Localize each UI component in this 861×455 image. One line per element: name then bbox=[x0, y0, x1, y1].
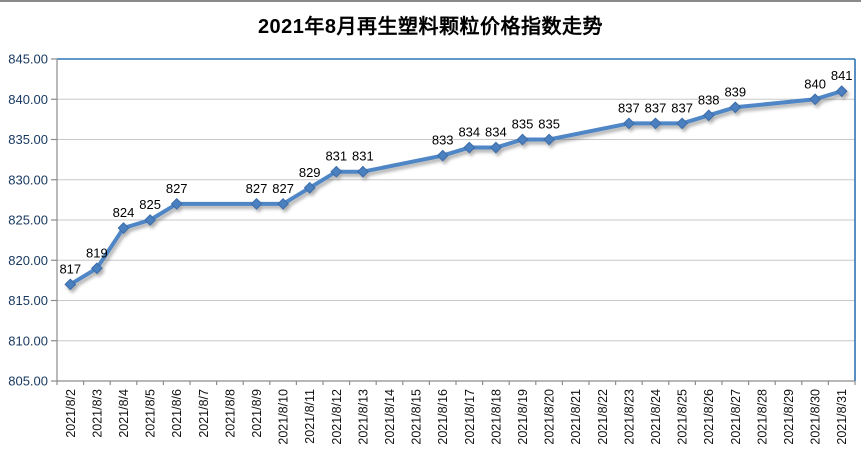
data-point-marker bbox=[809, 93, 822, 106]
x-axis-tick-label: 2021/8/20 bbox=[543, 389, 557, 445]
data-point-label: 837 bbox=[645, 100, 667, 115]
data-point-label: 824 bbox=[113, 205, 135, 220]
x-axis-tick-label: 2021/8/5 bbox=[144, 389, 158, 438]
data-point-marker bbox=[303, 181, 316, 194]
data-point-marker bbox=[277, 197, 290, 210]
data-point-label: 827 bbox=[166, 181, 188, 196]
data-point-label: 837 bbox=[671, 100, 693, 115]
data-point-marker bbox=[117, 222, 130, 234]
data-point-marker bbox=[622, 117, 635, 130]
x-axis-tick-label: 2021/8/13 bbox=[356, 389, 370, 445]
data-point-marker bbox=[543, 133, 556, 146]
y-axis-tick-label: 825.00 bbox=[8, 213, 48, 228]
x-axis-tick-label: 2021/8/9 bbox=[250, 389, 264, 438]
x-axis-tick-label: 2021/8/12 bbox=[330, 389, 344, 445]
x-axis-tick-label: 2021/8/24 bbox=[649, 389, 663, 445]
data-point-marker bbox=[516, 133, 529, 146]
x-axis-tick-label: 2021/8/27 bbox=[729, 389, 743, 445]
data-point-marker bbox=[702, 109, 715, 122]
x-axis-tick-label: 2021/8/8 bbox=[223, 389, 237, 438]
data-point-label: 838 bbox=[698, 92, 720, 107]
y-axis-tick-label: 840.00 bbox=[8, 92, 48, 107]
x-axis-tick-label: 2021/8/11 bbox=[303, 389, 317, 444]
data-point-marker bbox=[463, 141, 476, 154]
data-point-label: 839 bbox=[724, 84, 746, 99]
data-point-marker bbox=[356, 165, 369, 178]
data-point-marker bbox=[489, 141, 502, 154]
x-axis-tick-label: 2021/8/31 bbox=[835, 389, 849, 445]
data-point-label: 827 bbox=[246, 181, 268, 196]
y-axis-tick-label: 830.00 bbox=[8, 172, 48, 187]
y-axis-tick-label: 815.00 bbox=[8, 293, 48, 308]
x-axis-tick-label: 2021/8/16 bbox=[436, 389, 450, 445]
x-axis-tick-label: 2021/8/29 bbox=[782, 389, 796, 445]
x-axis-tick-label: 2021/8/7 bbox=[197, 389, 211, 438]
x-axis-tick-label: 2021/8/25 bbox=[676, 389, 690, 445]
data-point-label: 840 bbox=[804, 76, 826, 91]
x-axis-tick-label: 2021/8/18 bbox=[489, 389, 503, 445]
data-point-label: 829 bbox=[299, 165, 321, 180]
data-point-label: 827 bbox=[272, 181, 294, 196]
x-axis-tick-label: 2021/8/21 bbox=[569, 389, 583, 445]
y-axis-tick-label: 835.00 bbox=[8, 132, 48, 147]
data-point-label: 833 bbox=[432, 133, 454, 148]
data-point-label: 825 bbox=[139, 197, 161, 212]
data-point-label: 819 bbox=[86, 245, 108, 260]
x-axis-tick-label: 2021/8/4 bbox=[117, 389, 131, 438]
x-axis-tick-label: 2021/8/22 bbox=[596, 389, 610, 445]
data-point-label: 831 bbox=[352, 149, 374, 164]
x-axis-tick-label: 2021/8/30 bbox=[809, 389, 823, 445]
x-axis-tick-label: 2021/8/14 bbox=[383, 389, 397, 445]
x-axis-tick-label: 2021/8/17 bbox=[463, 389, 477, 445]
chart-title: 2021年8月再生塑料颗粒价格指数走势 bbox=[257, 16, 604, 38]
price-line-series bbox=[64, 85, 848, 291]
x-axis-tick-label: 2021/8/3 bbox=[90, 389, 104, 438]
data-point-marker bbox=[649, 117, 662, 130]
data-point-label: 835 bbox=[538, 117, 560, 132]
x-axis-tick-label: 2021/8/2 bbox=[64, 389, 78, 438]
data-point-label: 817 bbox=[59, 261, 81, 276]
data-point-marker bbox=[64, 278, 77, 291]
x-axis-tick-label: 2021/8/23 bbox=[622, 389, 636, 445]
x-axis-tick-label: 2021/8/26 bbox=[702, 389, 716, 445]
data-point-label: 834 bbox=[458, 125, 480, 140]
y-axis-tick-label: 820.00 bbox=[8, 253, 48, 268]
x-axis-tick-label: 2021/8/28 bbox=[755, 389, 769, 445]
x-axis-tick-label: 2021/8/15 bbox=[410, 389, 424, 445]
data-point-label: 831 bbox=[325, 149, 347, 164]
data-point-marker bbox=[330, 165, 343, 178]
y-axis-tick-label: 805.00 bbox=[8, 374, 48, 389]
x-axis-tick-label: 2021/8/19 bbox=[516, 389, 530, 445]
x-axis-tick-label: 2021/8/10 bbox=[277, 389, 291, 445]
data-point-label: 837 bbox=[618, 100, 640, 115]
x-axis-tick-label: 2021/8/6 bbox=[170, 389, 184, 438]
data-point-marker bbox=[144, 214, 157, 226]
data-point-label: 834 bbox=[485, 125, 507, 140]
data-point-marker bbox=[250, 197, 263, 210]
y-axis-tick-label: 810.00 bbox=[8, 333, 48, 348]
y-axis-tick-label: 845.00 bbox=[8, 52, 48, 67]
data-point-marker bbox=[170, 197, 183, 210]
data-point-marker bbox=[835, 85, 848, 98]
data-point-marker bbox=[90, 262, 103, 275]
data-point-marker bbox=[436, 149, 449, 162]
price-line bbox=[68, 89, 844, 287]
data-point-marker bbox=[676, 117, 689, 130]
data-point-label: 835 bbox=[512, 117, 534, 132]
data-point-label: 841 bbox=[831, 68, 853, 83]
data-point-marker bbox=[729, 101, 742, 114]
